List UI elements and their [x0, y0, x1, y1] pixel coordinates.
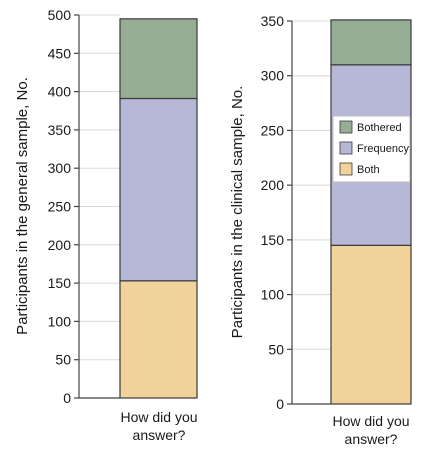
category-label: How did you: [120, 409, 197, 425]
category-label: How did you: [332, 413, 409, 429]
category-label: answer?: [345, 431, 398, 447]
legend-swatch-both: [339, 162, 353, 176]
bar-segment-frequency: [119, 97, 198, 282]
y-tick-label: 300: [261, 68, 285, 84]
y-axis-title: Participants in the general sample, No.: [14, 77, 31, 335]
legend-label-bothered: Bothered: [357, 122, 402, 134]
y-tick-label: 350: [48, 122, 72, 138]
category-label: answer?: [133, 427, 186, 443]
y-tick-label: 100: [48, 313, 72, 329]
legend-swatch-bothered: [339, 120, 353, 134]
y-tick-label: 250: [48, 199, 72, 215]
bar-segment-both: [330, 244, 412, 405]
y-tick-label: 200: [261, 177, 285, 193]
y-tick-label: 200: [48, 237, 72, 253]
y-tick-label: 350: [261, 13, 285, 29]
legend-label-frequency: Frequency: [357, 143, 409, 155]
y-tick-label: 400: [48, 84, 72, 100]
legend: Bothered Frequency Both: [332, 115, 411, 183]
clinical-sample-chart: 0 50 100 150 200 250 300 350 Participants in the…: [229, 13, 412, 447]
y-tick-label: 250: [261, 122, 285, 138]
y-tick-label: 0: [63, 390, 71, 406]
y-axis-title: Participants in the clinical sample, No.: [229, 86, 246, 339]
legend-swatch-frequency: [339, 141, 353, 155]
y-tick-label: 50: [268, 341, 284, 357]
y-tick-label: 50: [55, 352, 71, 368]
bar-segment-bothered: [330, 19, 412, 66]
legend-label-both: Both: [357, 164, 380, 176]
y-tick-label: 500: [48, 7, 72, 23]
y-tick-label: 150: [261, 232, 285, 248]
bar-segment-both: [119, 280, 198, 399]
y-tick-label: 150: [48, 275, 72, 291]
y-tick-label: 0: [276, 396, 284, 412]
y-tick-label: 100: [261, 287, 285, 303]
bar-segment-bothered: [119, 18, 198, 100]
y-tick-label: 450: [48, 45, 72, 61]
y-tick-label: 300: [48, 160, 72, 176]
general-sample-chart: 0 50 100 150 200 250 300 350 400 450 500 Participan…: [14, 7, 198, 443]
